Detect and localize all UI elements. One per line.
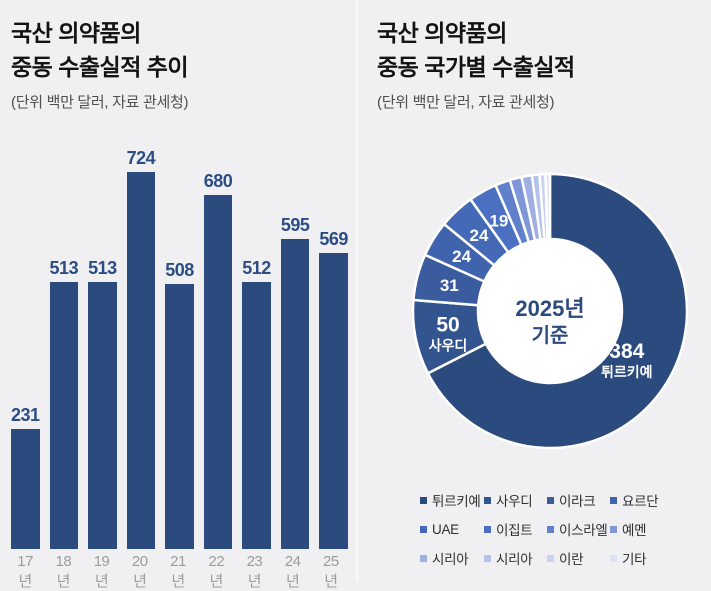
- bar-column-17년: 231: [11, 145, 40, 549]
- bar-chart: 231 513 513 724 508 680 512 595 569: [11, 145, 348, 549]
- donut-slice-11-기타: [544, 172, 552, 241]
- legend-marker-icon: [610, 554, 617, 562]
- donut-center-line2: 기준: [532, 324, 569, 347]
- donut-hole: [479, 240, 621, 382]
- right-title-line1: 국산 의약품의: [377, 20, 507, 46]
- bar: [88, 282, 117, 549]
- bar-value-label: 513: [88, 258, 117, 278]
- legend-label: 이스라엘: [559, 523, 608, 538]
- legend-marker-icon: [420, 554, 427, 562]
- bar-value-label: 680: [203, 171, 233, 191]
- legend-item-7: 예멘: [610, 519, 658, 539]
- slice-label-사우디: 사우디: [429, 337, 468, 353]
- left-title-block: 국산 의약품의 중동 수출실적 추이 (단위 백만 달러, 자료 관세청): [0, 0, 356, 112]
- bar: [203, 195, 233, 549]
- slice-label-UAE: 24: [470, 226, 489, 245]
- left-title-line2: 중동 수출실적 추이: [11, 54, 189, 80]
- export-trend-panel: 국산 의약품의 중동 수출실적 추이 (단위 백만 달러, 자료 관세청) 23…: [0, 0, 356, 590]
- bar-column-18년: 513: [49, 145, 79, 549]
- bar-x-label: 21년: [170, 553, 186, 590]
- bar-value-label: 595: [280, 215, 310, 235]
- legend-label: 요르단: [622, 494, 659, 509]
- legend-marker-icon: [484, 554, 491, 562]
- bar-value-label: 512: [242, 258, 271, 278]
- bar-x-label: 20년: [131, 553, 148, 590]
- legend-item-11: 기타: [610, 548, 658, 568]
- bar-value-label: 513: [49, 258, 79, 278]
- legend-label: 기타: [622, 552, 647, 567]
- legend-item-3: 요르단: [610, 490, 659, 510]
- bar-value-label: 724: [126, 148, 156, 168]
- slice-label-사우디: 50: [436, 313, 459, 336]
- bar-x-label: 22년: [208, 553, 225, 590]
- legend-item-4: UAE: [420, 519, 484, 539]
- legend-label: 이라크: [559, 494, 596, 509]
- bar-column-19년: 513: [88, 145, 117, 549]
- bar-x-label: 23년: [246, 553, 263, 590]
- bar-column-20년: 724: [126, 145, 156, 549]
- legend-label: 시리아: [496, 552, 533, 567]
- bar-x-label: 19년: [93, 553, 110, 590]
- bar-column-25년: 569: [319, 145, 348, 549]
- bar-x-label: 17년: [17, 553, 33, 590]
- country-breakdown-panel: 국산 의약품의 중동 국가별 수출실적 (단위 백만 달러, 자료 관세청) 3…: [356, 0, 711, 582]
- legend-item-9: 시리아: [484, 548, 547, 568]
- right-title-block: 국산 의약품의 중동 국가별 수출실적 (단위 백만 달러, 자료 관세청): [358, 0, 711, 112]
- slice-label-이집트: 19: [489, 211, 508, 230]
- slice-label-요르단: 24: [452, 247, 471, 266]
- legend-marker-icon: [547, 554, 554, 562]
- left-title-line1: 국산 의약품의: [11, 20, 141, 46]
- bar-value-label: 508: [165, 260, 194, 280]
- legend-label: 이란: [559, 552, 584, 567]
- bar: [280, 239, 310, 549]
- legend-label: 사우디: [496, 494, 533, 509]
- legend-item-2: 이라크: [547, 490, 610, 510]
- bar-value-label: 569: [319, 229, 348, 249]
- legend-marker-icon: [547, 525, 554, 533]
- legend-marker-icon: [484, 525, 491, 533]
- bar-x-label: 25년: [323, 553, 339, 590]
- bar: [242, 282, 271, 549]
- legend-label: UAE: [432, 521, 459, 537]
- slice-label-튀르키예: 튀르키예: [601, 364, 653, 380]
- legend-marker-icon: [420, 496, 427, 504]
- bar-x-label: 24년: [284, 553, 301, 590]
- bar-column-23년: 512: [242, 145, 271, 549]
- legend-item-0: 튀르키예: [420, 490, 484, 510]
- bar-x-label: 18년: [55, 553, 72, 590]
- bar-column-22년: 680: [203, 145, 233, 549]
- legend-marker-icon: [610, 525, 617, 533]
- legend-item-1: 사우디: [484, 490, 547, 510]
- legend-label: 예멘: [622, 523, 647, 538]
- legend-label: 시리아: [432, 552, 469, 567]
- bar: [165, 284, 194, 549]
- legend-label: 튀르키예: [432, 494, 481, 509]
- bar: [319, 253, 348, 549]
- bar: [49, 282, 79, 549]
- legend-label: 이집트: [496, 523, 533, 538]
- legend-item-10: 이란: [547, 548, 610, 568]
- bar-value-label: 231: [11, 405, 40, 425]
- left-subtitle: (단위 백만 달러, 자료 관세청): [11, 94, 189, 111]
- legend-marker-icon: [420, 525, 427, 533]
- legend-item-5: 이집트: [484, 519, 547, 539]
- bar-x-axis: 17년 18년 19년 20년 21년 22년 23년 24년 25년: [11, 553, 345, 591]
- bar: [126, 172, 156, 549]
- bar: [11, 429, 40, 549]
- donut-center-line1: 2025년: [515, 296, 584, 321]
- slice-label-이라크: 31: [440, 276, 459, 295]
- right-title-line2: 중동 국가별 수출실적: [377, 54, 575, 80]
- legend-item-6: 이스라엘: [547, 519, 610, 539]
- legend-marker-icon: [484, 496, 491, 504]
- donut-slice-0-튀르키예: [426, 172, 689, 450]
- legend-marker-icon: [610, 496, 617, 504]
- right-subtitle: (단위 백만 달러, 자료 관세청): [377, 94, 555, 111]
- bar-column-24년: 595: [280, 145, 310, 549]
- slice-label-튀르키예: 384: [609, 340, 644, 363]
- bar-column-21년: 508: [165, 145, 194, 549]
- legend-marker-icon: [547, 496, 554, 504]
- legend-item-8: 시리아: [420, 548, 484, 568]
